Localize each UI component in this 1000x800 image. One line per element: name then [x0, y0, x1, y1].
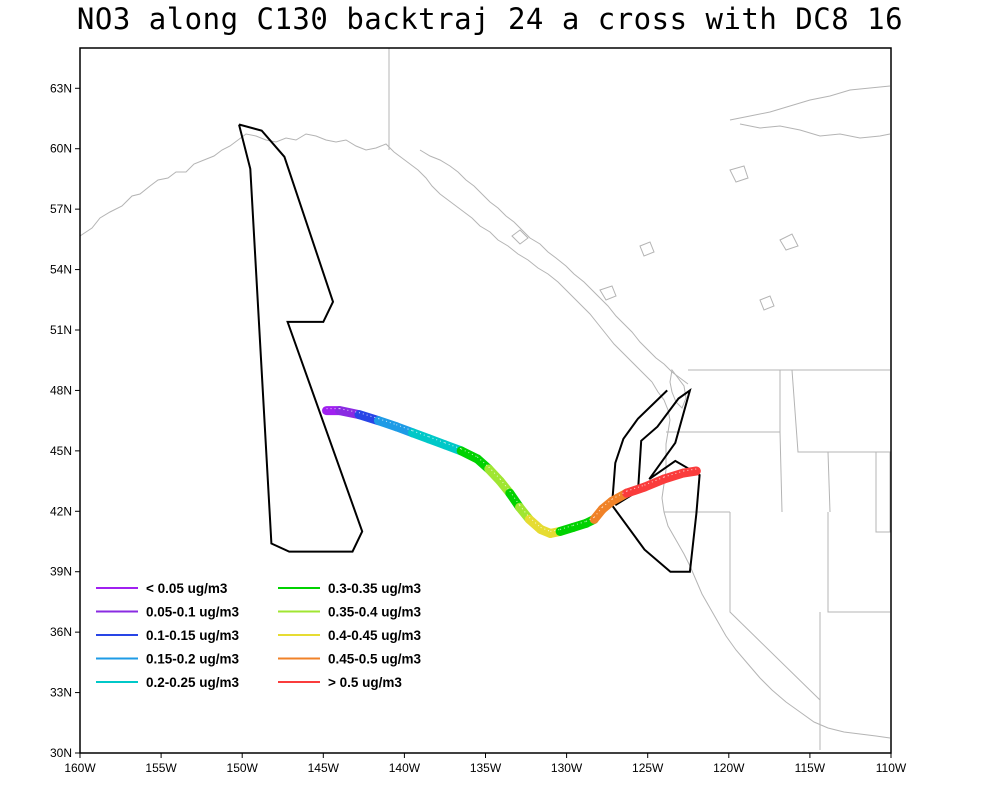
x-axis-ticks: 160W 155W 150W 145W 140W 135W 130W 125W 120W 115W… [64, 753, 907, 775]
lake-outline-3 [639, 241, 655, 257]
trajectory-dots [519, 504, 530, 518]
trajectory-dots [444, 442, 462, 450]
trajectory-segment [678, 466, 701, 478]
y-tick-label: 54N [50, 263, 72, 277]
lake-outline-6 [729, 165, 749, 183]
trajectory-dots [358, 412, 379, 420]
y-axis-ticks: 30N 33N 36N 39N 42N 45N 48N 51N 54N 57N 60N 63N [50, 81, 80, 760]
id-border [779, 370, 783, 513]
legend: < 0.05 ug/m3 0.05-0.1 ug/m3 0.1-0.15 ug/m3… [96, 581, 422, 690]
legend-label: 0.15-0.2 ug/m3 [146, 652, 240, 667]
legend-label: 0.3-0.35 ug/m3 [328, 581, 422, 596]
legend-label: 0.05-0.1 ug/m3 [146, 605, 240, 620]
lake-outline-1 [511, 229, 529, 245]
puget-sound [669, 368, 687, 409]
nv-border [729, 512, 821, 701]
us-west-coastline [651, 381, 891, 739]
arctic-coastline [729, 85, 891, 121]
trajectory-dots [499, 478, 511, 492]
flight-track-layer [238, 123, 701, 573]
x-tick-label: 140W [389, 761, 421, 775]
lake-outline-5 [779, 233, 799, 251]
c130-flight-track [238, 123, 364, 553]
x-tick-label: 135W [470, 761, 502, 775]
x-tick-label: 160W [64, 761, 96, 775]
lake-outline-2 [599, 285, 617, 301]
y-tick-label: 63N [50, 81, 72, 95]
x-tick-label: 115W [795, 761, 826, 775]
trajectory-dots [550, 528, 561, 532]
hudson-coast [739, 123, 891, 139]
mt-id-border [791, 369, 831, 513]
ut-border [827, 512, 890, 613]
alaska-coastline [79, 133, 653, 383]
y-tick-label: 48N [50, 383, 72, 397]
trajectory-dots [585, 516, 595, 522]
legend-label: < 0.05 ug/m3 [146, 581, 228, 596]
x-tick-label: 130W [551, 761, 583, 775]
dakota-box [875, 451, 891, 533]
trajectory-dots [540, 526, 551, 532]
y-tick-label: 33N [50, 686, 72, 700]
legend-label: 0.4-0.45 ug/m3 [328, 628, 422, 643]
trajectory-dots [611, 490, 627, 500]
x-tick-label: 125W [632, 761, 664, 775]
y-tick-label: 42N [50, 504, 72, 518]
y-tick-label: 30N [50, 746, 72, 760]
map-title: NO3 along C130 backtraj 24 a cross with … [76, 2, 904, 36]
y-tick-label: 51N [50, 323, 72, 337]
trajectory-dots [488, 466, 501, 480]
trajectory-dots [428, 436, 446, 444]
y-tick-label: 36N [50, 625, 72, 639]
x-tick-label: 120W [713, 761, 745, 775]
trajectory-dots [509, 490, 520, 506]
trajectory-dots [528, 516, 541, 528]
x-tick-label: 145W [308, 761, 340, 775]
dc8-flight-track [610, 387, 701, 573]
trajectory-dots [412, 430, 429, 438]
y-tick-label: 60N [50, 142, 72, 156]
bc-inner-coast [419, 149, 689, 385]
legend-label: 0.35-0.4 ug/m3 [328, 605, 422, 620]
trajectory-dots [663, 470, 684, 478]
y-tick-label: 57N [50, 202, 72, 216]
legend-label: 0.2-0.25 ug/m3 [146, 675, 240, 690]
y-tick-label: 39N [50, 565, 72, 579]
trajectory-dots [477, 456, 490, 468]
x-tick-label: 110W [876, 761, 907, 775]
map-frame [79, 47, 892, 754]
trajectory-dots [339, 408, 360, 414]
y-tick-label: 45N [50, 444, 72, 458]
lake-outline-4 [759, 295, 775, 311]
trajectory-layer [322, 406, 701, 538]
legend-label: 0.45-0.5 ug/m3 [328, 652, 422, 667]
legend-label: > 0.5 ug/m3 [328, 675, 402, 690]
legend-label: 0.1-0.15 ug/m3 [146, 628, 240, 643]
trajectory-dots [396, 424, 413, 432]
x-tick-label: 150W [227, 761, 259, 775]
x-tick-label: 155W [145, 761, 177, 775]
coastline-layer [79, 48, 891, 750]
